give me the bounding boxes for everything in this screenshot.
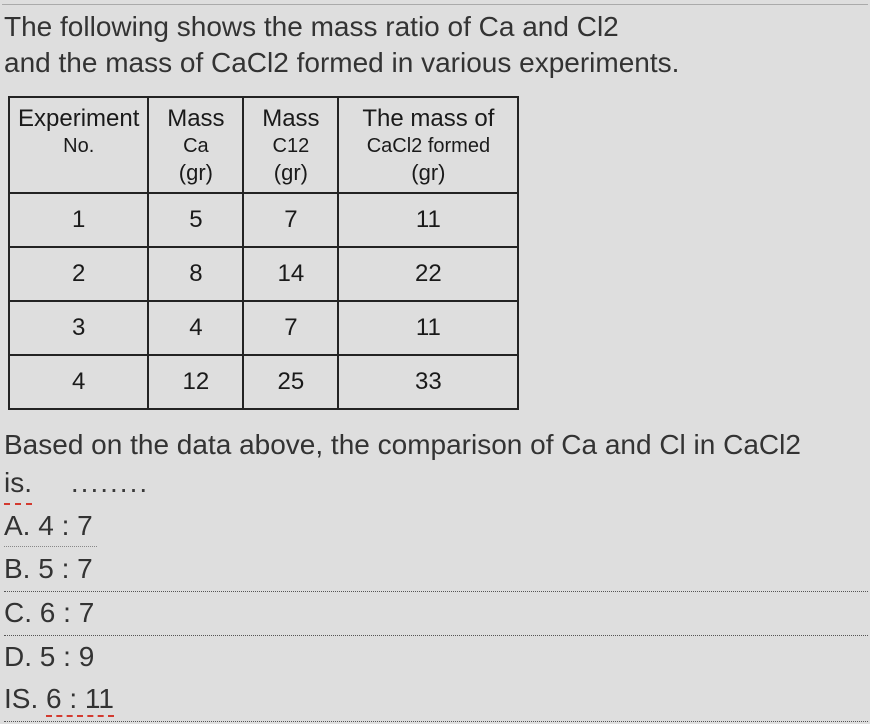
cell-ca: 12	[148, 355, 243, 409]
answer-option-a: A. 4 : 7	[4, 505, 868, 549]
intro-text: The following shows the mass ratio of Ca…	[2, 4, 868, 92]
cell-cl: 7	[243, 193, 338, 247]
header-ca-top: Mass	[167, 105, 224, 132]
table-row: 3 4 7 11	[9, 301, 518, 355]
cell-ca: 8	[148, 247, 243, 301]
cell-ca: 4	[148, 301, 243, 355]
question-line1: Based on the data above, the comparison …	[4, 429, 801, 460]
header-cacl-sub: CaCl2 formed	[347, 134, 509, 159]
question-blank-dots: ........	[71, 467, 149, 498]
cell-cacl: 33	[338, 355, 518, 409]
cell-ca: 5	[148, 193, 243, 247]
cell-exp-no: 1	[9, 193, 148, 247]
cell-cl: 25	[243, 355, 338, 409]
header-ca-unit: (gr)	[157, 159, 234, 187]
header-exp-sub: No.	[18, 134, 139, 159]
header-cacl-unit: (gr)	[347, 159, 509, 187]
cell-cl: 14	[243, 247, 338, 301]
header-exp-top: Experiment	[18, 105, 139, 132]
intro-line2: and the mass of CaCl2 formed in various …	[4, 47, 679, 78]
question-text: Based on the data above, the comparison …	[2, 426, 868, 505]
header-cl-unit: (gr)	[252, 159, 329, 187]
header-cl-sub: C12	[252, 134, 329, 159]
header-mass-cacl2: The mass of CaCl2 formed (gr)	[338, 97, 518, 194]
answer-option-c: C. 6 : 7	[4, 592, 868, 636]
header-mass-cl: Mass C12 (gr)	[243, 97, 338, 194]
header-ca-sub: Ca	[157, 134, 234, 159]
question-line2: is. ........	[4, 464, 149, 505]
answer-is-value: 6 : 11	[46, 683, 114, 717]
intro-line1: The following shows the mass ratio of Ca…	[4, 11, 619, 42]
cell-cl: 7	[243, 301, 338, 355]
page-root: The following shows the mass ratio of Ca…	[0, 0, 870, 724]
cell-cacl: 22	[338, 247, 518, 301]
answer-option-d: D. 5 : 9	[4, 636, 868, 679]
table-row: 4 12 25 33	[9, 355, 518, 409]
table-row: 2 8 14 22	[9, 247, 518, 301]
header-mass-ca: Mass Ca (gr)	[148, 97, 243, 194]
answer-option-b: B. 5 : 7	[4, 548, 868, 592]
answer-option-is: IS. 6 : 11	[4, 678, 868, 722]
header-cl-top: Mass	[262, 105, 319, 132]
answer-is-label: IS.	[4, 683, 38, 714]
cell-cacl: 11	[338, 193, 518, 247]
cell-exp-no: 4	[9, 355, 148, 409]
table-header-row: Experiment No. Mass Ca (gr) Mass C12 (gr…	[9, 97, 518, 194]
header-experiment: Experiment No.	[9, 97, 148, 194]
question-is-prefix: is.	[4, 464, 32, 505]
header-cacl-top: The mass of	[362, 105, 494, 132]
cell-cacl: 11	[338, 301, 518, 355]
data-table: Experiment No. Mass Ca (gr) Mass C12 (gr…	[8, 96, 519, 411]
answer-options: A. 4 : 7 B. 5 : 7 C. 6 : 7 D. 5 : 9 IS. …	[2, 505, 868, 722]
cell-exp-no: 3	[9, 301, 148, 355]
table-row: 1 5 7 11	[9, 193, 518, 247]
cell-exp-no: 2	[9, 247, 148, 301]
